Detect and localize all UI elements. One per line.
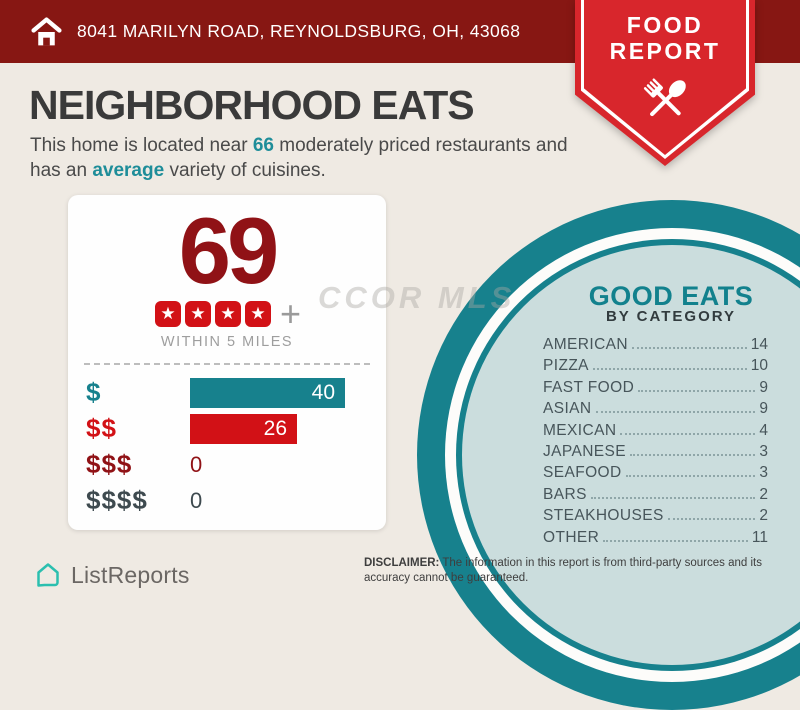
- list-item: STEAKHOUSES 2: [543, 507, 768, 528]
- category-count: 11: [751, 528, 768, 546]
- category-count: 4: [759, 421, 768, 439]
- summary-part1: This home is located near: [30, 135, 253, 156]
- restaurant-count: 66: [252, 135, 274, 156]
- list-item: MEXICAN 4: [543, 422, 768, 443]
- list-item: FAST FOOD 9: [543, 379, 768, 400]
- dotted-leader: [632, 347, 747, 349]
- price-bar-chart: $ 40 $$ 26 $$$ 0 $$$$ 0: [86, 377, 368, 516]
- dotted-leader: [630, 453, 756, 456]
- listreports-logo: ListReports: [33, 560, 190, 590]
- good-eats-subtitle: BY CATEGORY: [605, 308, 737, 325]
- price-bar: 40: [190, 377, 345, 408]
- price-level-label: $$: [86, 413, 117, 444]
- category-count: 3: [759, 442, 768, 460]
- page-title: NEIGHBORHOOD EATS: [29, 82, 475, 128]
- category-name: SEAFOOD: [543, 464, 622, 482]
- dotted-leader: [620, 432, 756, 435]
- category-count: 9: [759, 400, 768, 418]
- category-count: 9: [759, 378, 768, 396]
- price-level-label: $$$$: [86, 485, 148, 516]
- category-name: STEAKHOUSES: [543, 507, 664, 525]
- category-name: AMERICAN: [543, 336, 629, 353]
- star-icon: [184, 300, 211, 327]
- disclaimer-label: DISCLAIMER:: [364, 557, 440, 569]
- utensils-icon: [643, 78, 686, 116]
- category-name: FAST FOOD: [543, 378, 635, 396]
- list-item: JAPANESE 3: [543, 443, 768, 464]
- category-name: JAPANESE: [543, 442, 627, 460]
- category-name: PIZZA: [543, 357, 589, 375]
- dotted-leader: [638, 389, 756, 392]
- category-count: 3: [759, 464, 768, 482]
- list-item: SEAFOOD 3: [543, 464, 768, 485]
- price-level-label: $$$: [86, 449, 133, 480]
- category-name: MEXICAN: [543, 421, 617, 439]
- radius-label: WITHIN 5 MILES: [160, 333, 294, 350]
- category-name: ASIAN: [543, 400, 592, 418]
- restaurant-score: 69: [178, 198, 280, 303]
- badge-line1: FOOD: [626, 12, 704, 38]
- price-level-label: $: [86, 377, 102, 408]
- food-report-badge: FOOD REPORT: [575, 0, 755, 166]
- dotted-leader: [595, 411, 756, 414]
- price-row: $$$ 0: [86, 449, 368, 480]
- price-row: $$$$ 0: [86, 485, 368, 516]
- category-count: 2: [759, 507, 768, 525]
- list-item: AMERICAN 14: [543, 336, 768, 357]
- price-row: $ 40: [86, 377, 368, 408]
- dotted-leader: [667, 518, 756, 521]
- score-card: 69 + WITHIN 5 MILES $ 40 $$ 26 $$$ 0 $$$…: [68, 195, 386, 530]
- variety-highlight: average: [92, 160, 165, 182]
- list-item: OTHER 11: [543, 529, 768, 550]
- category-count: 14: [750, 336, 768, 353]
- dotted-leader: [592, 368, 747, 371]
- category-count: 10: [750, 357, 768, 375]
- bar-value: 40: [311, 380, 335, 404]
- price-bar: 26: [190, 413, 297, 444]
- dotted-leader: [625, 475, 756, 478]
- bar-value: 0: [190, 487, 203, 513]
- category-count: 2: [759, 485, 768, 503]
- dotted-leader: [603, 539, 748, 542]
- plus-sign: +: [279, 292, 302, 334]
- category-list: AMERICAN 14 PIZZA 10 FAST FOOD 9 ASIAN 9 MEX…: [543, 336, 768, 550]
- list-item: BARS 2: [543, 486, 768, 507]
- home-icon: [31, 16, 62, 45]
- star-rating: +: [68, 292, 386, 334]
- list-item: PIZZA 10: [543, 357, 768, 378]
- brand-name: ListReports: [71, 561, 190, 588]
- disclaimer-text: DISCLAIMER: The information in this repo…: [364, 557, 762, 585]
- property-address: 8041 MARILYN ROAD, REYNOLDSBURG, OH, 430…: [77, 21, 521, 41]
- category-name: BARS: [543, 485, 587, 503]
- star-icon: [154, 300, 181, 327]
- bar-value: 26: [263, 416, 287, 440]
- dashed-divider: [84, 362, 370, 365]
- summary-part2: moderately priced restaurants and has an: [30, 135, 568, 182]
- summary-text: This home is located near 66 moderately …: [30, 133, 595, 184]
- listreports-icon: [37, 563, 59, 587]
- star-icon: [214, 300, 241, 327]
- badge-line2: REPORT: [609, 37, 721, 64]
- summary-part3: variety of cuisines.: [164, 160, 326, 182]
- category-name: OTHER: [543, 528, 600, 546]
- price-row: $$ 26: [86, 413, 368, 444]
- bar-value: 0: [190, 451, 203, 477]
- list-item: ASIAN 9: [543, 400, 768, 421]
- star-icon: [244, 300, 271, 327]
- dotted-leader: [590, 496, 756, 499]
- good-eats-title: GOOD EATS: [588, 281, 754, 311]
